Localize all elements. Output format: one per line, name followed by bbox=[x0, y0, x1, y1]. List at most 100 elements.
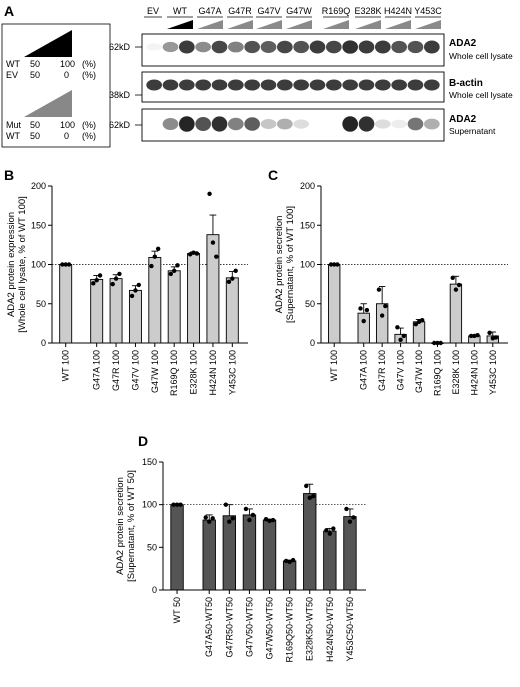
x-tick-label: H424N 100 bbox=[208, 350, 218, 396]
blot-band bbox=[325, 79, 342, 91]
x-tick-label: R169Q 100 bbox=[169, 350, 179, 396]
blot-2-bands bbox=[146, 79, 440, 91]
bar bbox=[90, 278, 104, 344]
blot-band bbox=[178, 40, 195, 54]
data-point bbox=[152, 254, 158, 259]
y-tick-label: 200 bbox=[300, 181, 315, 191]
data-point bbox=[344, 506, 349, 512]
data-point bbox=[230, 276, 235, 281]
blot-band bbox=[358, 79, 375, 91]
blot-band bbox=[260, 119, 277, 129]
data-point bbox=[351, 515, 356, 520]
legend-ev-v1: 50 bbox=[30, 70, 40, 80]
mut-dose-wedge bbox=[197, 20, 223, 29]
data-point bbox=[432, 340, 437, 346]
blot-3-source: Supernatant bbox=[449, 126, 496, 136]
legend-mut-label: Mut bbox=[6, 120, 22, 130]
mut-dose-triangle bbox=[24, 90, 72, 117]
blot-band bbox=[358, 40, 375, 54]
blot-band bbox=[325, 40, 342, 54]
x-tick-label: G47W50-WT50 bbox=[265, 597, 275, 660]
blot-band bbox=[423, 40, 440, 54]
blot-2-marker: 38kD bbox=[109, 90, 131, 100]
panel-d-chart: D 0 50 100 150 ADA2 protein secretion [Supern… bbox=[115, 433, 366, 663]
data-point bbox=[247, 517, 252, 523]
data-point bbox=[361, 318, 366, 324]
data-point bbox=[210, 240, 216, 245]
legend-wt2-label: WT bbox=[6, 131, 20, 141]
y-tick-label: 0 bbox=[152, 585, 157, 595]
blot-3-protein: ADA2 bbox=[449, 114, 477, 125]
bar bbox=[128, 289, 142, 344]
data-point bbox=[174, 502, 180, 507]
data-point bbox=[178, 502, 183, 507]
blot-band bbox=[293, 40, 310, 54]
data-point bbox=[438, 340, 443, 346]
blot-band bbox=[293, 119, 310, 129]
y-tick-label: 0 bbox=[41, 338, 46, 348]
data-point bbox=[347, 519, 353, 524]
blot-band bbox=[374, 40, 391, 54]
bar bbox=[170, 504, 184, 591]
legend-ev-unit: (%) bbox=[82, 70, 96, 80]
data-point bbox=[187, 252, 193, 257]
x-tick-label: H424N 100 bbox=[469, 350, 479, 396]
x-tick-label: E328K 100 bbox=[189, 350, 199, 395]
legend-wt2-v1: 50 bbox=[30, 131, 40, 141]
data-point bbox=[233, 268, 238, 273]
blot-band bbox=[195, 117, 212, 131]
data-point bbox=[149, 263, 154, 269]
blot-band bbox=[211, 116, 228, 132]
x-tick-label: G47V50-WT50 bbox=[244, 597, 254, 657]
data-point bbox=[113, 276, 119, 281]
legend-ev-v2: 0 bbox=[64, 70, 69, 80]
blot-1: 62kD ADA2 Whole cell lysate bbox=[109, 33, 513, 67]
bar bbox=[262, 519, 277, 591]
blot-1-protein: ADA2 bbox=[449, 38, 477, 49]
data-point bbox=[332, 262, 337, 267]
x-tick-label: R169Q50-WT50 bbox=[285, 597, 295, 663]
data-point bbox=[155, 246, 161, 251]
data-point bbox=[270, 517, 276, 523]
blot-band bbox=[374, 79, 391, 91]
bar bbox=[225, 277, 239, 344]
lane-label: E328K bbox=[354, 6, 381, 16]
data-point bbox=[66, 262, 72, 267]
blot-band bbox=[227, 41, 244, 53]
data-point bbox=[191, 250, 196, 255]
x-tick-label: WT 50 bbox=[172, 597, 182, 623]
blot-3-bands bbox=[162, 116, 440, 132]
blot-band bbox=[162, 41, 179, 53]
legend-wt1-unit: (%) bbox=[82, 59, 96, 69]
mut-dose-wedge bbox=[286, 20, 312, 29]
bar bbox=[343, 516, 357, 591]
data-point bbox=[263, 516, 269, 522]
data-point bbox=[331, 526, 336, 531]
y-tick-label: 100 bbox=[142, 500, 157, 510]
lane-label: Y453C bbox=[414, 6, 442, 16]
blot-band bbox=[244, 79, 261, 91]
data-point bbox=[453, 287, 459, 292]
data-point bbox=[171, 268, 177, 273]
bar bbox=[303, 493, 317, 591]
data-point bbox=[110, 281, 115, 287]
bar bbox=[328, 264, 341, 344]
blot-2: 38kD B-actin Whole cell lysate bbox=[109, 71, 513, 103]
legend-wt2-v2: 0 bbox=[64, 131, 69, 141]
x-tick-label: G47V 100 bbox=[396, 350, 406, 391]
blot-band bbox=[358, 116, 375, 132]
data-point bbox=[171, 502, 176, 507]
blot-band bbox=[146, 79, 163, 91]
bar bbox=[206, 234, 220, 344]
data-point bbox=[223, 502, 229, 507]
panel-b-letter: B bbox=[4, 167, 14, 183]
x-tick-label: G47R 100 bbox=[377, 350, 387, 391]
y-tick-label: 200 bbox=[31, 181, 46, 191]
data-point bbox=[207, 519, 212, 524]
lane-label: R169Q bbox=[322, 6, 351, 16]
lane-label: WT bbox=[173, 6, 187, 16]
data-point bbox=[383, 303, 388, 309]
legend-mut-v1: 50 bbox=[30, 120, 40, 130]
data-point bbox=[250, 512, 256, 518]
